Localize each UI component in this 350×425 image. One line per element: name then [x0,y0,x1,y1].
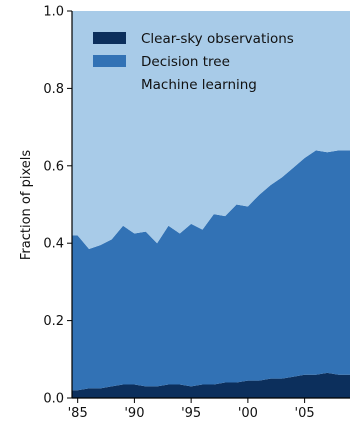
axes: 0.0 0.2 0.4 0.6 0.8 1.0 '85 '90 '95 '00 '05 [43,5,350,421]
y-tick-label: 1.0 [43,5,64,20]
x-tick-label: '90 [124,406,144,421]
area-clear-sky-observations [72,372,350,398]
x-tick-label: '85 [68,406,88,421]
legend: Clear-sky observations Decision tree Machi… [93,31,294,93]
stacked-areas [72,11,350,398]
area-machine-learning [72,11,350,249]
x-tick-label: '00 [238,406,258,421]
x-tick-label: '05 [295,406,315,421]
legend-label: Machine learning [141,77,257,93]
y-tick-label: 0.6 [43,159,64,174]
x-tick-label: '95 [181,406,201,421]
y-tick-label: 0.0 [43,392,64,407]
y-axis-title: Fraction of pixels [19,150,34,260]
y-tick-label: 0.8 [43,82,64,97]
area-decision-tree [72,150,350,391]
legend-swatch [93,78,126,90]
legend-swatch [93,55,126,67]
legend-label: Decision tree [141,54,230,70]
y-tick-label: 0.4 [43,237,64,252]
legend-label: Clear-sky observations [141,31,294,47]
legend-swatch [93,32,126,44]
y-tick-label: 0.2 [43,314,64,329]
